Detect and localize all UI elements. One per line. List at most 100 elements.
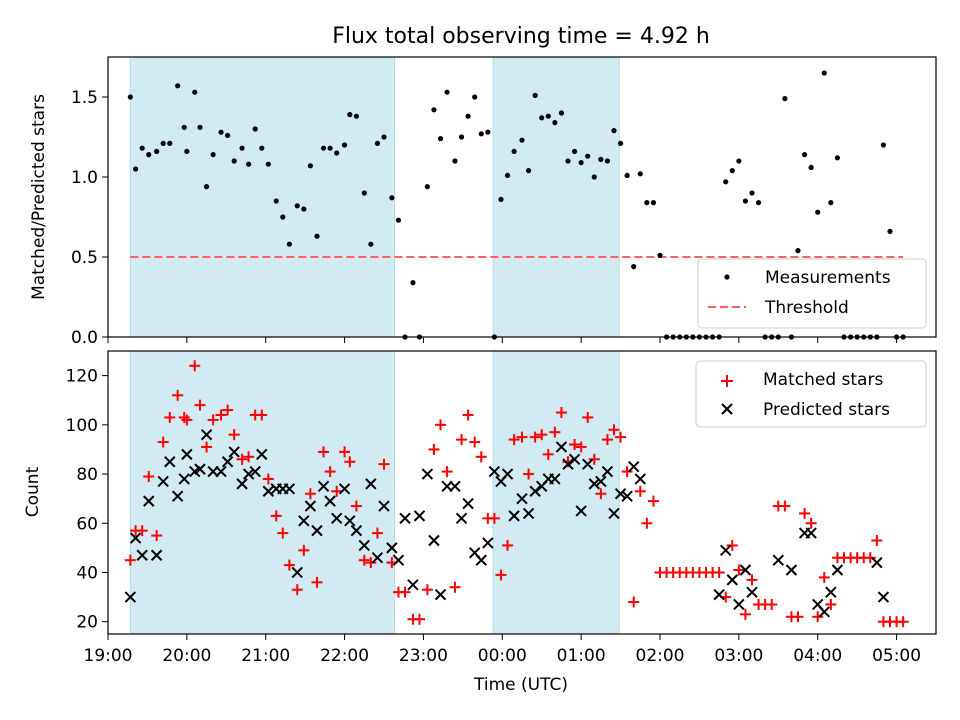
matched-star-point	[516, 431, 528, 443]
predicted-star-point	[215, 465, 227, 478]
matched-star-point	[228, 429, 240, 441]
predicted-star-point	[831, 564, 844, 576]
measurement-point	[374, 140, 381, 146]
matched-star-point	[641, 517, 653, 529]
predicted-star-point	[818, 606, 830, 618]
matched-star-point	[172, 389, 184, 401]
shaded-interval-1	[129, 350, 396, 635]
measurement-point	[458, 134, 465, 140]
matched-star-point	[324, 466, 336, 478]
predicted-star-point	[825, 586, 837, 598]
matched-star-point	[236, 453, 248, 465]
measurement-point	[880, 142, 887, 148]
matched-star-point	[608, 424, 620, 436]
matched-star-point	[311, 576, 323, 588]
y-tick-label: 60	[76, 514, 98, 534]
matched-star-point	[189, 360, 201, 372]
bottom-axes: 20 40 60 80 100 120 19:00 20:00 21:00 22:00 23:00 0…	[66, 350, 937, 666]
measurement-point	[591, 174, 597, 180]
y-tick-label: 120	[66, 367, 98, 387]
y-tick-label: 0.0	[71, 328, 98, 348]
measurement-point	[887, 228, 893, 234]
legend-threshold-label: Threshold	[764, 298, 849, 318]
matched-star-point	[575, 441, 587, 453]
matched-star-point	[595, 488, 607, 500]
measurement-point	[127, 94, 133, 100]
measurement-point	[431, 107, 437, 113]
measurement-point	[571, 148, 578, 154]
predicted-star-point	[194, 463, 206, 475]
predicted-star-point	[614, 488, 627, 500]
bottom-shaded-intervals	[129, 350, 620, 635]
predicted-star-point	[501, 468, 514, 480]
predicted-star-point	[772, 554, 784, 566]
measurement-point	[650, 200, 657, 206]
predicted-star-point	[236, 478, 248, 490]
matched-star-point	[298, 544, 310, 556]
predicted-star-point	[298, 515, 310, 527]
predicted-star-point	[713, 588, 725, 601]
measurement-point	[341, 142, 348, 148]
predicted-star-point	[582, 458, 594, 470]
matched-star-point	[739, 608, 751, 620]
measurement-point	[160, 140, 166, 146]
matched-star-point	[523, 468, 535, 480]
bottom-ylabel: Count	[23, 466, 43, 517]
measurement-point	[834, 155, 841, 161]
predicted-star-point	[407, 579, 419, 591]
y-tick-label: 100	[66, 416, 98, 436]
predicted-star-point	[575, 505, 587, 517]
measurement-point	[139, 145, 145, 151]
legend-measurements-label: Measurements	[765, 268, 891, 288]
measurement-point	[320, 145, 327, 151]
x-tick-label: 03:00	[714, 646, 763, 666]
matched-star-point	[542, 448, 554, 460]
matched-star-point	[475, 451, 487, 463]
predicted-star-point	[291, 566, 303, 579]
measurement-point	[175, 83, 181, 89]
figure-title: Flux total observing time = 4.92 h	[332, 24, 710, 49]
x-tick-label: 20:00	[162, 646, 211, 666]
measurement-point	[525, 168, 532, 174]
predicted-star-point	[338, 483, 351, 495]
measurement-point	[265, 161, 271, 167]
measurement-point	[723, 179, 729, 185]
matched-star-point	[462, 409, 474, 421]
measurement-point	[644, 200, 650, 206]
predicted-star-point	[516, 492, 528, 505]
matched-star-point	[243, 451, 255, 463]
matched-star-point	[897, 616, 909, 628]
legend-predicted-label: Predicted stars	[763, 400, 890, 420]
predicted-star-point	[386, 542, 398, 554]
matched-star-point	[304, 488, 316, 500]
matched-star-point	[825, 598, 837, 610]
measurement-point	[192, 89, 198, 95]
predicted-star-point	[488, 465, 501, 478]
y-tick-label: 80	[76, 465, 98, 485]
measurement-point	[736, 158, 742, 164]
measurement-point	[246, 161, 252, 167]
matched-star-point	[766, 598, 778, 610]
predicted-star-point	[350, 524, 363, 537]
measurement-point	[604, 158, 611, 164]
top-panel: 0.0 0.5 1.0 1.5 Matched/Predicted stars Mea…	[29, 56, 937, 348]
measurement-point	[485, 129, 491, 135]
matched-star-point	[207, 414, 219, 426]
predicted-star-point	[344, 515, 356, 527]
measurement-point	[478, 131, 484, 137]
legend-matched-label: Matched stars	[763, 370, 883, 390]
measurement-point	[327, 145, 333, 151]
x-axis-label: Time (UTC)	[473, 675, 568, 695]
x-tick-label: 19:00	[84, 646, 133, 666]
measurement-point	[301, 206, 307, 212]
matched-star-point	[588, 453, 600, 465]
x-tick-label: 21:00	[241, 646, 290, 666]
predicted-star-point	[739, 564, 752, 576]
matched-star-point	[549, 426, 561, 438]
matched-star-point	[647, 495, 659, 507]
predicted-star-point	[150, 549, 163, 561]
predicted-star-point	[555, 441, 568, 453]
measurement-point	[552, 120, 558, 126]
predicted-star-point	[434, 588, 447, 601]
